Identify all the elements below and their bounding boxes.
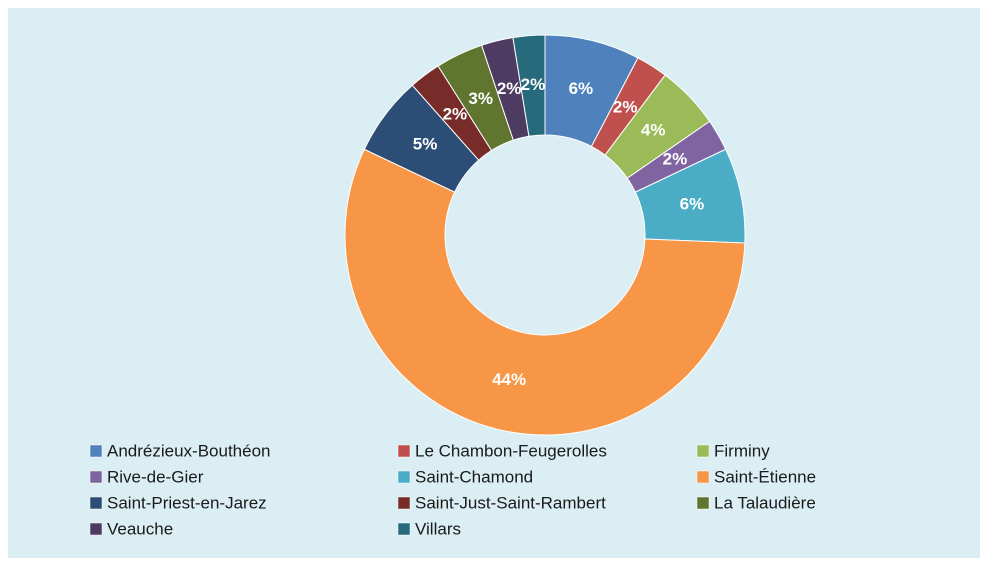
legend-label: Saint-Just-Saint-Rambert bbox=[415, 493, 606, 512]
value-label: 3% bbox=[468, 89, 493, 108]
value-label: 2% bbox=[613, 98, 638, 117]
legend-swatch bbox=[696, 444, 710, 458]
legend-swatch bbox=[397, 444, 411, 458]
legend-swatch bbox=[89, 470, 103, 484]
legend-label: Saint-Chamond bbox=[415, 467, 533, 486]
value-label: 6% bbox=[569, 79, 594, 98]
legend-label: Rive-de-Gier bbox=[107, 467, 204, 486]
legend-label: La Talaudière bbox=[714, 493, 816, 512]
legend-swatch bbox=[696, 470, 710, 484]
legend-label: Firminy bbox=[714, 441, 770, 460]
legend-label: Saint-Priest-en-Jarez bbox=[107, 493, 267, 512]
value-label: 5% bbox=[413, 134, 438, 153]
legend-swatch bbox=[397, 522, 411, 536]
value-label: 44% bbox=[492, 370, 526, 389]
legend-swatch bbox=[89, 496, 103, 510]
value-label: 2% bbox=[497, 79, 522, 98]
legend-label: Saint-Étienne bbox=[714, 467, 816, 486]
value-label: 4% bbox=[641, 121, 666, 140]
legend-swatch bbox=[696, 496, 710, 510]
value-label: 6% bbox=[680, 194, 705, 213]
donut-slice bbox=[512, 34, 546, 137]
value-label: 2% bbox=[663, 149, 688, 168]
legend-label: Veauche bbox=[107, 519, 173, 538]
legend-swatch bbox=[89, 522, 103, 536]
legend-label: Villars bbox=[415, 519, 461, 538]
legend-label: Le Chambon-Feugerolles bbox=[415, 441, 607, 460]
donut-slice bbox=[344, 148, 746, 436]
legend-swatch bbox=[397, 470, 411, 484]
value-label: 2% bbox=[521, 75, 546, 94]
legend-swatch bbox=[397, 496, 411, 510]
legend-swatch bbox=[89, 444, 103, 458]
value-label: 2% bbox=[443, 105, 468, 124]
legend-label: Andrézieux-Bouthéon bbox=[107, 441, 271, 460]
